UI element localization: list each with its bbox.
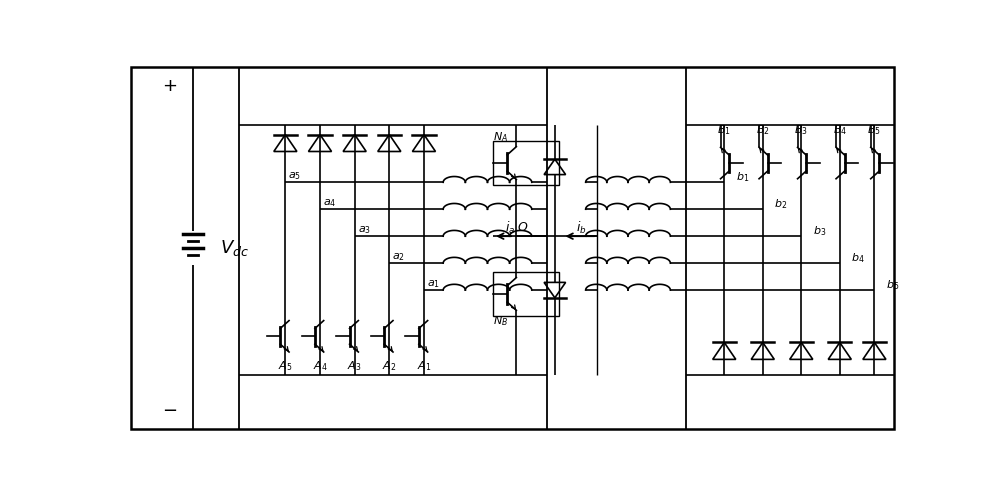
Text: $B_{5}$: $B_{5}$ xyxy=(867,123,881,138)
Text: $a_{5}$: $a_{5}$ xyxy=(288,170,301,182)
Text: $B_{3}$: $B_{3}$ xyxy=(794,123,808,138)
Text: $i_a$: $i_a$ xyxy=(505,220,515,236)
Text: $N_B$: $N_B$ xyxy=(493,314,509,328)
Text: $B_{2}$: $B_{2}$ xyxy=(756,123,770,138)
Text: $V_{dc}$: $V_{dc}$ xyxy=(220,238,249,258)
Text: $b_{5}$: $b_{5}$ xyxy=(886,278,899,292)
Text: $b_{4}$: $b_{4}$ xyxy=(851,251,865,265)
Text: $A_{4}$: $A_{4}$ xyxy=(313,360,327,374)
Text: $b_{2}$: $b_{2}$ xyxy=(774,197,788,211)
Text: $A_{3}$: $A_{3}$ xyxy=(347,360,362,374)
Text: $A_{5}$: $A_{5}$ xyxy=(278,360,293,374)
Text: $O$: $O$ xyxy=(517,221,528,234)
Text: $N_A$: $N_A$ xyxy=(493,130,508,143)
Text: $B_{1}$: $B_{1}$ xyxy=(717,123,731,138)
Text: $a_{3}$: $a_{3}$ xyxy=(358,224,371,236)
Text: $a_{4}$: $a_{4}$ xyxy=(323,197,336,209)
Text: $A_{2}$: $A_{2}$ xyxy=(382,360,396,374)
Text: $-$: $-$ xyxy=(162,400,177,418)
Text: $A_{1}$: $A_{1}$ xyxy=(417,360,431,374)
Text: $b_{3}$: $b_{3}$ xyxy=(813,224,826,238)
Text: $B_{4}$: $B_{4}$ xyxy=(833,123,847,138)
Text: $i_b$: $i_b$ xyxy=(576,220,587,236)
Text: +: + xyxy=(162,77,177,95)
Text: $a_{1}$: $a_{1}$ xyxy=(427,278,440,290)
Text: $a_{2}$: $a_{2}$ xyxy=(392,251,405,263)
Text: $b_{1}$: $b_{1}$ xyxy=(736,170,749,184)
